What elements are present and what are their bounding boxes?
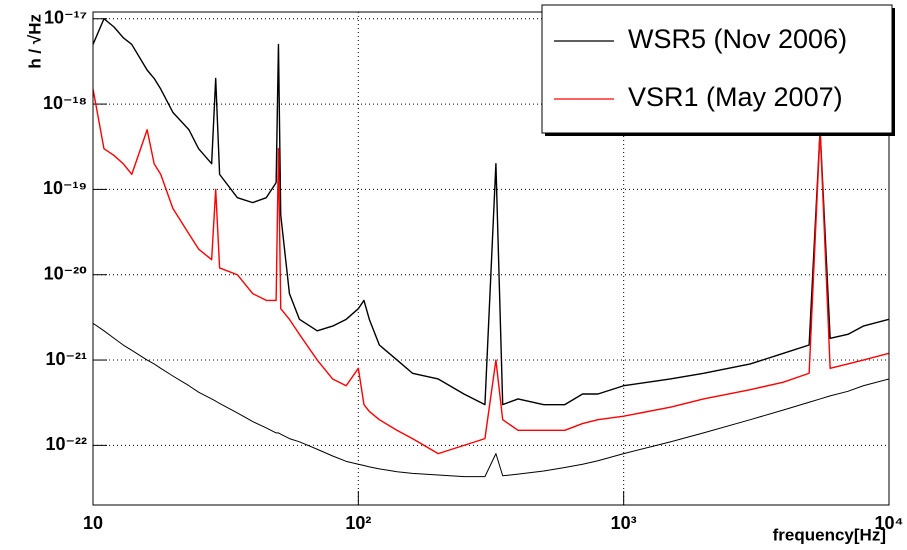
labels: 10 10² 10³ 10⁴ 10⁻²² 10⁻²¹ 10⁻²⁰ 10⁻¹⁹ 10⁻¹⁸ 10⁻¹… — [43, 8, 904, 533]
y-axis-title: h / √Hz — [25, 14, 44, 69]
x-axis-title: frequency[Hz] — [773, 525, 886, 544]
y-tick-label: 10⁻¹⁹ — [43, 178, 87, 198]
y-tick-label: 10⁻¹⁷ — [44, 8, 87, 28]
x-tick-label: 10³ — [611, 513, 637, 533]
series-line — [93, 18, 889, 406]
legend: WSR5 (Nov 2006) VSR1 (May 2007) — [541, 4, 895, 136]
series-line — [93, 322, 889, 478]
x-tick-label: 10⁴ — [875, 513, 904, 533]
y-tick-label: 10⁻²² — [45, 434, 87, 454]
x-tick-label: 10 — [83, 513, 103, 533]
legend-label: VSR1 (May 2007) — [628, 82, 843, 112]
y-tick-label: 10⁻²¹ — [45, 349, 87, 369]
legend-label: WSR5 (Nov 2006) — [628, 24, 847, 54]
plot-lines — [93, 18, 889, 478]
x-tick-label: 10² — [345, 513, 371, 533]
grid — [92, 12, 890, 505]
plot-frame — [92, 11, 890, 506]
y-tick-label: 10⁻²⁰ — [44, 263, 88, 283]
legend-box — [541, 4, 893, 134]
y-tick-label: 10⁻¹⁸ — [43, 93, 87, 113]
series-line — [93, 88, 889, 455]
